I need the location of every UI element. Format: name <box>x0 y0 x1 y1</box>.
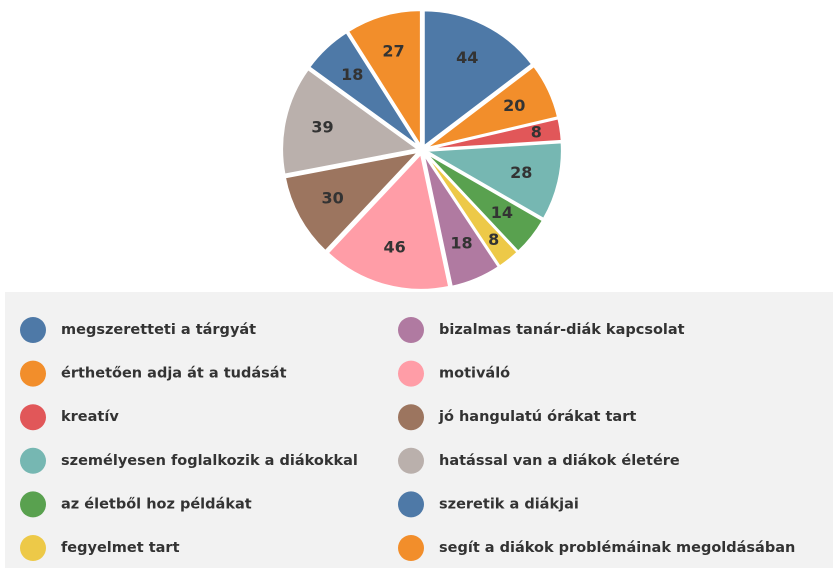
pie-slice <box>326 151 451 291</box>
legend-swatch <box>398 535 424 561</box>
legend-label: motiváló <box>439 366 510 382</box>
data-label: 46 <box>383 238 405 257</box>
legend-label: bizalmas tanár-diák kapcsolat <box>439 322 685 338</box>
data-label: 30 <box>322 189 344 208</box>
data-label: 27 <box>382 42 404 61</box>
pie-slice <box>307 30 421 148</box>
pie-slice <box>423 152 519 268</box>
legend-swatch <box>20 404 46 431</box>
legend-label: szeretik a diákjai <box>439 496 579 512</box>
pie-slice <box>425 117 563 151</box>
legend-label: érthetően adja át a tudását <box>61 366 287 382</box>
legend-label: kreatív <box>61 409 119 425</box>
legend-swatch <box>20 447 46 474</box>
legend-swatch <box>20 360 46 387</box>
legend-label: személyesen foglalkozik a diákokkal <box>61 453 358 469</box>
legend-swatch <box>398 360 424 387</box>
data-label: 18 <box>341 65 363 84</box>
data-label: 8 <box>488 230 499 249</box>
pie-slice <box>281 67 421 176</box>
legend-label: hatással van a diákok életére <box>439 453 680 469</box>
legend-swatch <box>398 447 424 474</box>
data-label: 20 <box>503 96 525 115</box>
pie-slice <box>346 9 422 150</box>
legend-label: jó hangulatú órákat tart <box>438 409 636 425</box>
legend-label: az életből hoz példákat <box>61 496 252 512</box>
pie-slice <box>422 153 501 288</box>
data-label: 18 <box>450 233 472 252</box>
data-label: 44 <box>456 48 478 67</box>
pie-slice <box>422 9 534 149</box>
legend-swatch <box>20 317 46 343</box>
legend-label: segít a diákok problémáinak megoldásában <box>439 540 795 556</box>
pie-slice <box>422 141 563 221</box>
data-label: 14 <box>491 203 513 222</box>
legend-swatch <box>20 535 46 561</box>
legend-swatch <box>398 404 424 431</box>
data-label: 28 <box>510 163 532 182</box>
pie-slice <box>425 64 560 150</box>
legend-swatch <box>398 317 424 343</box>
legend-label: fegyelmet tart <box>61 540 180 556</box>
pie-slice <box>283 150 422 253</box>
data-label: 39 <box>311 117 333 136</box>
legend-label: megszeretteti a tárgyát <box>61 322 256 338</box>
legend-swatch <box>20 491 46 518</box>
data-label: 8 <box>531 123 542 142</box>
legend-swatch <box>398 491 424 518</box>
